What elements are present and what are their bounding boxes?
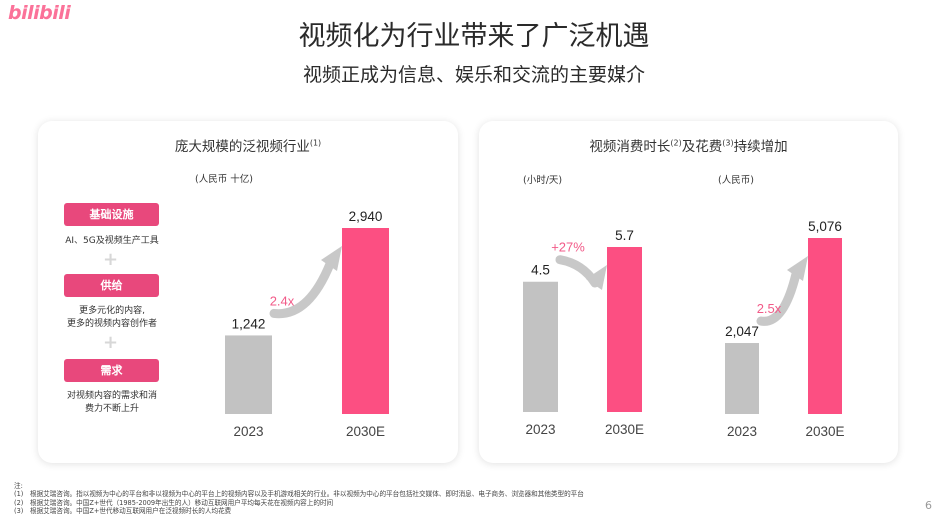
growth-arrowhead-icon: [321, 246, 342, 271]
pillar-demand: 需求: [64, 359, 159, 382]
time-unit-label: (小时/天): [523, 175, 563, 186]
pillar-supply: 供给: [64, 274, 159, 297]
bar-2030e: [808, 238, 842, 414]
bar-2030e: [342, 228, 389, 414]
footnote-number: (1): [14, 490, 24, 499]
footnote-item: (3) 根据艾瑞咨询。中国Z+世代移动互联网用户在泛视频时长的人均花费: [14, 507, 584, 515]
page-number: 6: [925, 499, 932, 512]
bar-value-label: 5.7: [615, 228, 634, 243]
footnote-number: (2): [14, 498, 24, 507]
pillar-demand-desc: 对视频内容的需求和消 费力不断上升: [66, 391, 157, 414]
bilibili-logo: bilibili: [8, 2, 71, 24]
footnote-item: (2) 根据艾瑞咨询。中国Z+世代（1985-2009年出生的人）移动互联网用户…: [14, 499, 584, 507]
plus-icon: +: [103, 332, 119, 353]
x-tick-label: 2030E: [346, 424, 385, 439]
growth-label: +27%: [551, 240, 585, 255]
pillar-infrastructure-desc: AI、5G及视频生产工具: [65, 236, 159, 246]
x-tick-label: 2023: [525, 422, 555, 437]
consumption-title-part1: 视频消费时长: [589, 139, 671, 155]
spend-unit-label: (人民币): [718, 175, 754, 186]
industry-unit-label: (人民币 十亿): [195, 174, 253, 185]
consumption-title: 视频消费时长(2)及花费(3)持续增加: [479, 135, 898, 156]
growth-label: 2.5x: [757, 301, 782, 316]
industry-scale-title-text: 庞大规模的泛视频行业: [174, 139, 310, 155]
footnote-ref-2: (2): [670, 138, 682, 148]
growth-arrow-icon: [756, 269, 801, 326]
footnote-text: 根据艾瑞咨询。中国Z+世代（1985-2009年出生的人）移动互联网用户平均每天…: [30, 498, 334, 507]
growth-label: 2.4x: [270, 293, 295, 308]
growth-arrowhead-icon: [787, 256, 808, 281]
bar-value-label: 2,940: [349, 209, 383, 224]
bar-2030e: [607, 247, 642, 412]
bar-value-label: 4.5: [531, 263, 550, 278]
growth-arrowhead-icon: [586, 265, 607, 290]
growth-arrow-icon: [269, 259, 335, 319]
industry-scale-title: 庞大规模的泛视频行业(1): [38, 135, 458, 156]
x-tick-label: 2030E: [605, 422, 644, 437]
footnote-text: 根据艾瑞咨询。中国Z+世代移动互联网用户在泛视频时长的人均花费: [30, 506, 232, 515]
bar-value-label: 1,242: [232, 316, 266, 331]
bar-2023: [225, 335, 272, 414]
footnotes: 注: (1) 根据艾瑞咨询。指以视频为中心的平台和非以视频为中心的平台上的视频内…: [14, 482, 584, 515]
pillar-infrastructure: 基础设施: [64, 203, 159, 226]
footnote-ref-1: (1): [309, 138, 322, 148]
pillar-supply-desc: 更多元化的内容, 更多的视频内容创作者: [66, 306, 157, 329]
bar-value-label: 2,047: [725, 324, 759, 339]
bar-2023: [725, 343, 759, 414]
footnotes-heading: 注:: [14, 482, 23, 490]
consumption-title-part3: 持续增加: [733, 139, 788, 155]
bar-2023: [523, 281, 558, 412]
x-tick-label: 2030E: [805, 424, 844, 439]
footnote-number: (3): [14, 506, 24, 515]
footnote-item: (1) 根据艾瑞咨询。指以视频为中心的平台和非以视频为中心的平台上的视频内容以及…: [14, 490, 584, 498]
x-tick-label: 2023: [233, 424, 263, 439]
page-subtitle: 视频正成为信息、娱乐和交流的主要媒介: [302, 64, 645, 86]
consumption-title-part2: 及花费: [681, 139, 723, 155]
footnote-ref-3: (3): [722, 138, 734, 148]
plus-icon: +: [103, 249, 119, 270]
page-title: 视频化为行业带来了广泛机遇: [298, 21, 650, 52]
footnote-text: 根据艾瑞咨询。指以视频为中心的平台和非以视频为中心的平台上的视频内容以及手机游戏…: [30, 490, 584, 499]
bar-value-label: 5,076: [808, 219, 842, 234]
x-tick-label: 2023: [727, 424, 757, 439]
